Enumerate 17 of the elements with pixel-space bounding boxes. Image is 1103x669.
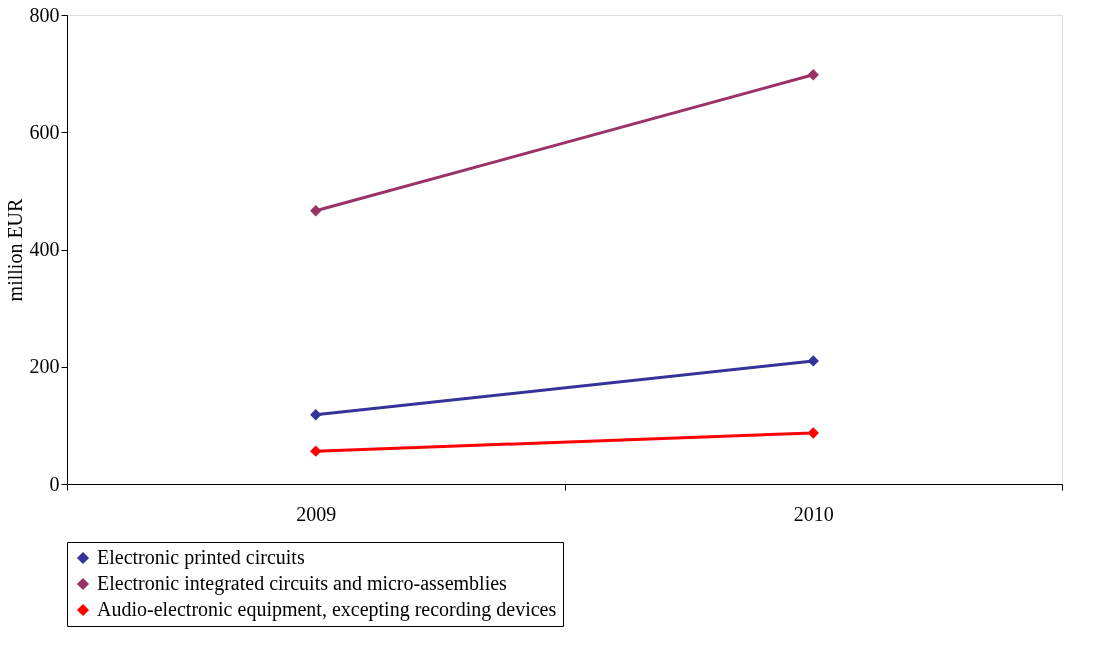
point <box>807 355 819 367</box>
y-tick-label: 800 <box>29 3 60 26</box>
legend-label: Audio-electronic equipment, excepting recording devices <box>97 598 557 621</box>
point <box>310 445 322 457</box>
y-tick-label: 200 <box>29 355 60 378</box>
x-tick-label: 2009 <box>296 502 337 525</box>
legend-label: Electronic integrated circuits and micro-assemblies <box>97 572 508 595</box>
x-tick-label: 2010 <box>793 502 834 525</box>
point <box>807 69 819 81</box>
legend-label: Electronic printed circuits <box>97 546 305 569</box>
y-tick-label: 400 <box>29 238 60 260</box>
y-axis-title: million EUR <box>3 197 26 302</box>
point <box>310 409 322 421</box>
y-tick-label: 600 <box>29 120 60 143</box>
point <box>807 427 819 439</box>
point <box>310 205 322 217</box>
y-tick-label: 0 <box>49 472 60 495</box>
